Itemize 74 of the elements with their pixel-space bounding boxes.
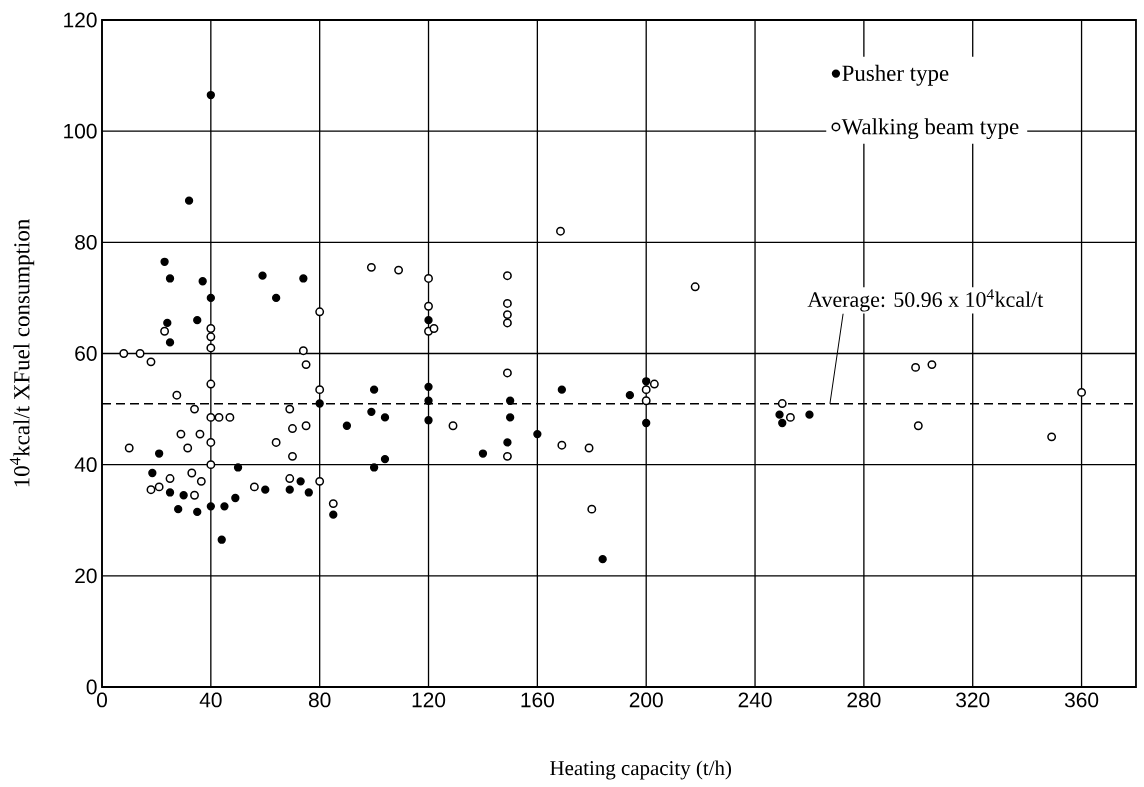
point <box>557 385 566 394</box>
y-tick-label: 120 <box>64 12 97 28</box>
point <box>424 396 433 405</box>
point <box>380 413 390 422</box>
point <box>506 413 515 422</box>
point <box>206 293 215 303</box>
point <box>299 274 308 283</box>
y-tick-label: 40 <box>74 457 97 473</box>
y-tick-label: 60 <box>75 346 97 361</box>
y-tick-label: 100 <box>64 123 97 139</box>
x-tick-label: 80 <box>308 692 331 708</box>
x-tick-label: 160 <box>521 692 554 708</box>
point <box>315 399 324 408</box>
x-tick-label: 240 <box>738 692 772 708</box>
point <box>217 535 226 544</box>
point <box>165 274 175 283</box>
y-tick-label: 80 <box>75 234 97 250</box>
point <box>231 493 240 503</box>
legend-label: Pusher type <box>842 64 949 86</box>
point <box>261 485 270 494</box>
point <box>642 418 651 428</box>
point <box>285 485 294 494</box>
point <box>369 385 379 394</box>
x-tick-label: 120 <box>412 692 446 708</box>
ref-line-label: Average: 50.96 x 10$^{4}$kcal/t <box>807 289 1044 312</box>
point <box>165 338 175 347</box>
point <box>220 502 229 511</box>
point <box>271 293 281 303</box>
point <box>642 377 651 386</box>
point <box>206 502 215 511</box>
point <box>342 421 352 430</box>
point <box>174 504 183 514</box>
point <box>193 316 202 325</box>
point <box>424 382 433 391</box>
point <box>369 463 379 472</box>
y-tick-label: 0 <box>86 679 97 695</box>
point <box>380 454 390 464</box>
point <box>478 449 488 458</box>
point <box>424 316 433 325</box>
point <box>198 277 207 286</box>
x-axis-title: Heating capacity (t/h) <box>550 760 732 780</box>
point <box>148 468 157 478</box>
y-tick-label: 20 <box>75 568 97 584</box>
x-tick-label: 40 <box>199 692 222 708</box>
point <box>206 90 215 100</box>
x-tick-label: 280 <box>847 692 881 708</box>
x-tick-label: 0 <box>96 692 107 708</box>
point <box>304 488 313 497</box>
x-tick-label: 320 <box>956 692 990 708</box>
point <box>805 410 814 419</box>
point <box>154 449 164 458</box>
point <box>163 318 172 328</box>
legend-label: Walking beam type <box>841 118 1019 140</box>
point <box>598 555 607 564</box>
point <box>258 271 267 280</box>
y-axis-title: 10$^{4}$kcal/t XFuel consumption <box>9 219 35 487</box>
point <box>296 477 305 486</box>
point <box>533 429 542 439</box>
point <box>329 510 338 519</box>
point <box>506 396 515 405</box>
point <box>775 410 784 419</box>
point <box>179 491 188 500</box>
x-tick-label: 360 <box>1064 692 1099 708</box>
point <box>193 507 202 517</box>
point <box>367 407 376 417</box>
point <box>233 463 243 472</box>
point <box>424 416 433 425</box>
point <box>778 418 787 428</box>
point <box>160 257 169 266</box>
x-tick-label: 200 <box>629 692 663 708</box>
point <box>503 438 512 447</box>
point <box>165 488 175 497</box>
point <box>625 391 635 400</box>
point <box>184 196 194 205</box>
